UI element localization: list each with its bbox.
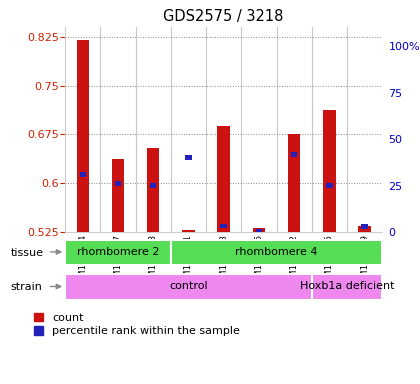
Bar [115,181,121,186]
Bar [65,240,171,265]
Bar [220,223,227,228]
Bar [112,159,124,232]
Bar [362,224,368,229]
Bar [288,134,300,232]
Text: rhombomere 4: rhombomere 4 [235,247,318,257]
Bar [65,274,312,300]
Legend: count, percentile rank within the sample: count, percentile rank within the sample [34,313,240,336]
Bar [218,126,230,232]
Bar [291,152,297,157]
Text: strain: strain [10,282,42,292]
Bar [79,172,86,177]
Title: GDS2575 / 3218: GDS2575 / 3218 [163,9,284,24]
Bar [150,183,156,188]
Bar [358,226,371,232]
Text: tissue: tissue [10,248,44,258]
Text: rhombomere 2: rhombomere 2 [77,247,159,257]
Bar [312,274,382,300]
Bar [182,230,194,232]
Bar [253,228,265,232]
Bar [147,147,159,232]
Bar [76,40,89,232]
Bar [323,110,336,232]
Bar [326,183,333,188]
Bar [256,229,262,233]
Bar [171,240,382,265]
Text: control: control [169,281,208,291]
Bar [185,155,192,160]
Text: Hoxb1a deficient: Hoxb1a deficient [300,281,394,291]
